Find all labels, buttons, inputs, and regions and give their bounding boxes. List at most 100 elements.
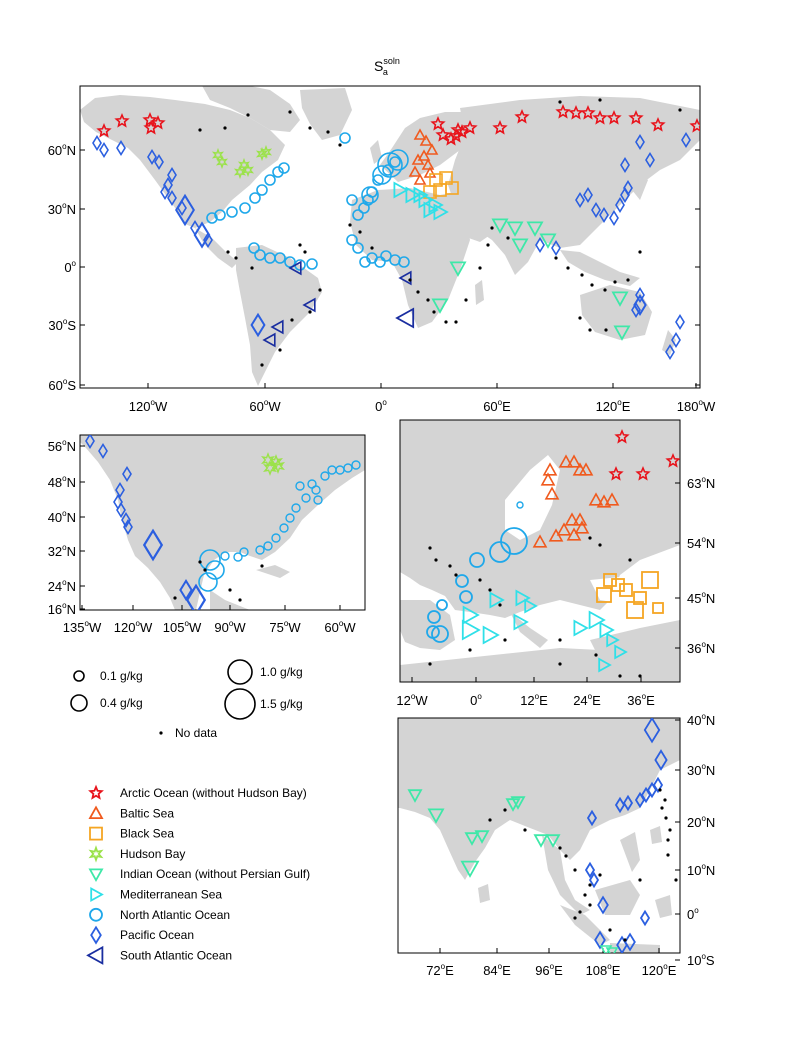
eu-frame: [399, 419, 681, 683]
land-arabia: [440, 190, 500, 242]
indian-marker: [449, 261, 467, 277]
baltic-marker: [566, 527, 582, 541]
pacific-marker: [640, 786, 652, 804]
natl-marker: [239, 547, 249, 557]
na-x-tick-label: 105oW: [163, 619, 202, 635]
natl-marker: [278, 162, 290, 174]
natl-marker: [263, 541, 273, 551]
med-marker: [393, 181, 409, 199]
satl-marker: [270, 319, 284, 335]
pacific-marker: [622, 794, 634, 812]
as-land-taiwan: [650, 826, 662, 844]
med-marker: [573, 619, 589, 637]
arctic-marker: [435, 126, 451, 142]
no-data-dot: [428, 546, 432, 550]
natl-marker: [272, 166, 284, 178]
no-data-dot: [490, 226, 494, 230]
no-data-dot: [628, 558, 632, 562]
pacific-marker: [142, 528, 164, 562]
basin-legend-label: Mediterranean Sea: [120, 888, 222, 902]
baltic-marker: [542, 462, 558, 476]
black-sea-marker: [445, 181, 459, 195]
no-data-dot: [486, 243, 490, 247]
pacific-marker: [639, 909, 651, 927]
eu-land-italy: [510, 612, 548, 648]
no-data-dot: [303, 250, 307, 254]
world-x-tick-label: 60oW: [249, 398, 281, 414]
pacific-marker: [154, 153, 164, 171]
hudson-marker: [271, 458, 285, 474]
no-data-dot: [488, 588, 492, 592]
na-y-tick-label: 24oN: [48, 578, 76, 594]
satl-marker: [262, 332, 276, 348]
baltic-marker: [540, 472, 556, 486]
world-map-panel: 120oW 60oW 0o 60oE 120oE 180oW 60oN 30oN 0o 30oS 6…: [48, 85, 716, 414]
hudson-marker: [259, 144, 273, 160]
land-asia: [448, 96, 700, 255]
pacific-marker: [665, 343, 675, 361]
no-data-dot: [478, 578, 482, 582]
natl-marker: [361, 186, 379, 204]
satl-marker: [398, 270, 412, 286]
title-sub: a: [383, 67, 388, 77]
natl-marker: [372, 174, 384, 186]
basin-legend-symbol: [88, 805, 104, 819]
north-america-panel: 135oW 120oW 105oW 90oW 75oW 60oW 56oN 48oN 40oN 3…: [48, 434, 366, 635]
pacific-marker: [633, 293, 647, 317]
natl-marker: [436, 599, 448, 611]
eu-land-uk: [440, 510, 462, 548]
med-marker: [482, 625, 500, 645]
no-data-dot: [488, 818, 492, 822]
baltic-marker: [425, 143, 439, 155]
no-data-dot: [468, 648, 472, 652]
pacific-marker: [535, 236, 545, 254]
no-data-dot: [223, 126, 227, 130]
as-x-tick-label: 120oE: [642, 962, 677, 978]
size-legend-circle: [224, 688, 256, 720]
world-station-markers: [92, 98, 700, 367]
no-data-dot: [578, 316, 582, 320]
indian-marker: [427, 808, 445, 824]
no-data-dot: [198, 560, 202, 564]
no-data-dot: [613, 280, 617, 284]
natl-marker: [359, 256, 371, 268]
pacific-marker: [116, 501, 126, 519]
no-data-dot: [638, 250, 642, 254]
pacific-marker: [624, 932, 636, 952]
natl-marker: [239, 202, 251, 214]
no-data-dot: [478, 266, 482, 270]
pacific-marker: [614, 796, 626, 814]
natl-marker: [249, 192, 261, 204]
as-x-tick-label: 108oE: [586, 962, 621, 978]
arctic-marker: [580, 104, 596, 120]
pacific-marker: [675, 313, 685, 331]
arctic-marker: [608, 465, 624, 481]
as-land-sri-lanka: [478, 884, 490, 903]
no-data-dot: [260, 363, 264, 367]
no-data-dot: [278, 348, 282, 352]
eu-land-middle-east: [590, 620, 680, 682]
land-uk: [370, 140, 382, 164]
arctic-marker: [96, 122, 112, 138]
natl-marker: [469, 552, 485, 568]
med-marker: [413, 186, 429, 204]
indian-marker: [464, 832, 480, 846]
no-data-dot: [558, 846, 562, 850]
satl-marker: [302, 297, 316, 313]
pacific-marker: [586, 809, 598, 827]
natl-marker: [398, 256, 410, 268]
pacific-marker: [123, 518, 133, 536]
no-data-dot: [674, 878, 678, 882]
eu-station-markers: [426, 428, 680, 678]
basin-legend-symbol: [90, 925, 102, 945]
hudson-marker: [255, 146, 269, 162]
pacific-marker: [203, 231, 213, 249]
no-data-dot: [594, 653, 598, 657]
natl-marker: [271, 533, 281, 543]
pacific-marker: [99, 141, 109, 159]
no-data-dot: [660, 806, 664, 810]
natl-marker: [374, 256, 386, 268]
as-frame: [397, 717, 681, 954]
natl-marker: [264, 174, 276, 186]
arctic-marker: [689, 117, 700, 133]
